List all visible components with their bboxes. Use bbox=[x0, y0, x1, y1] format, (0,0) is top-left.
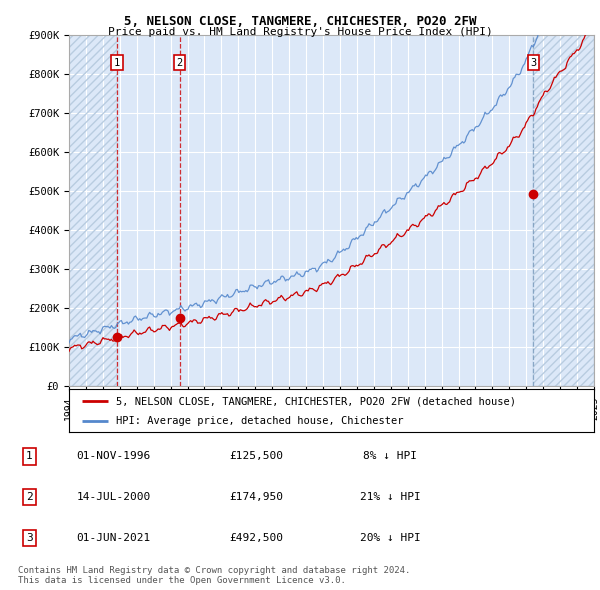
Text: 2: 2 bbox=[176, 58, 183, 68]
Text: 3: 3 bbox=[530, 58, 536, 68]
Text: £174,950: £174,950 bbox=[229, 492, 283, 502]
Text: 01-JUN-2021: 01-JUN-2021 bbox=[77, 533, 151, 543]
Bar bbox=[69, 35, 117, 386]
Text: 5, NELSON CLOSE, TANGMERE, CHICHESTER, PO20 2FW: 5, NELSON CLOSE, TANGMERE, CHICHESTER, P… bbox=[124, 15, 476, 28]
Text: 20% ↓ HPI: 20% ↓ HPI bbox=[360, 533, 421, 543]
Text: Contains HM Land Registry data © Crown copyright and database right 2024.: Contains HM Land Registry data © Crown c… bbox=[18, 566, 410, 575]
Text: 1: 1 bbox=[114, 58, 120, 68]
Text: £492,500: £492,500 bbox=[229, 533, 283, 543]
Text: 8% ↓ HPI: 8% ↓ HPI bbox=[364, 451, 418, 461]
Text: HPI: Average price, detached house, Chichester: HPI: Average price, detached house, Chic… bbox=[116, 417, 404, 426]
Text: 21% ↓ HPI: 21% ↓ HPI bbox=[360, 492, 421, 502]
Text: £125,500: £125,500 bbox=[229, 451, 283, 461]
Text: This data is licensed under the Open Government Licence v3.0.: This data is licensed under the Open Gov… bbox=[18, 576, 346, 585]
Text: 5, NELSON CLOSE, TANGMERE, CHICHESTER, PO20 2FW (detached house): 5, NELSON CLOSE, TANGMERE, CHICHESTER, P… bbox=[116, 396, 516, 407]
Text: 2: 2 bbox=[26, 492, 33, 502]
Text: 14-JUL-2000: 14-JUL-2000 bbox=[77, 492, 151, 502]
Text: 1: 1 bbox=[26, 451, 33, 461]
Text: 3: 3 bbox=[26, 533, 33, 543]
Text: Price paid vs. HM Land Registry's House Price Index (HPI): Price paid vs. HM Land Registry's House … bbox=[107, 27, 493, 37]
Text: 01-NOV-1996: 01-NOV-1996 bbox=[77, 451, 151, 461]
